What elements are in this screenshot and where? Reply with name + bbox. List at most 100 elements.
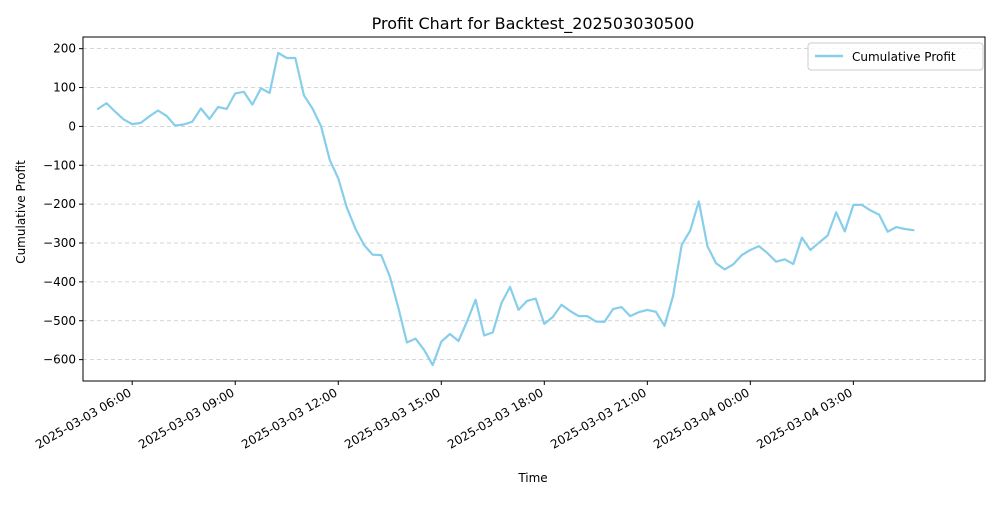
data-point [595,320,597,322]
data-point [758,245,760,247]
data-point [741,254,743,256]
data-point [97,108,99,110]
data-point [672,295,674,297]
data-point [775,260,777,262]
data-point [586,315,588,317]
data-point [414,337,416,339]
data-point [251,103,253,105]
data-point [620,306,622,308]
data-point [114,110,116,112]
data-point [431,364,433,366]
data-point [535,297,537,299]
data-point [577,315,579,317]
y-tick-label: −100 [43,158,76,172]
data-point [371,253,373,255]
data-point [878,213,880,215]
legend-entry-cumulative-profit: Cumulative Profit [852,50,956,64]
data-point [655,311,657,313]
y-tick-label: 200 [53,42,76,56]
data-point [723,268,725,270]
data-point [835,211,837,213]
data-point [895,226,897,228]
data-point [183,123,185,125]
y-axis-label: Cumulative Profit [14,160,28,264]
data-point [792,263,794,265]
data-point [698,200,700,202]
data-point [165,115,167,117]
data-point [346,206,348,208]
data-point [311,107,313,109]
data-point [131,123,133,125]
legend: Cumulative Profit [807,42,984,71]
data-point [483,334,485,336]
data-point [689,229,691,231]
data-point [191,121,193,123]
data-point [852,204,854,206]
y-tick-label: −200 [43,197,76,211]
data-point [449,333,451,335]
y-tick-label: 100 [53,81,76,95]
data-point [869,209,871,211]
data-point [603,321,605,323]
data-point [887,231,889,233]
data-point [844,230,846,232]
data-point [440,341,442,343]
data-point [174,124,176,126]
data-point [294,57,296,59]
data-point [826,234,828,236]
data-point [552,316,554,318]
data-point [560,304,562,306]
data-point [646,309,648,311]
data-point [389,275,391,277]
chart-title: Profit Chart for Backtest_202503030500 [372,14,695,34]
data-point [225,108,227,110]
y-tick-label: −600 [43,353,76,367]
data-point [363,244,365,246]
data-point [766,252,768,254]
data-point [517,309,519,311]
data-point [474,299,476,301]
data-point [801,236,803,238]
data-point [397,307,399,309]
data-point [715,262,717,264]
data-point [783,258,785,260]
legend-frame [807,42,984,71]
data-point [500,302,502,304]
data-point [732,263,734,265]
data-point [157,109,159,111]
data-point [217,106,219,108]
y-tick-label: −300 [43,236,76,250]
data-point [320,125,322,127]
cumulative-profit-line [96,51,915,367]
data-point [234,92,236,94]
data-point [122,118,124,120]
data-point [466,320,468,322]
data-point [569,310,571,312]
y-tick-label: −500 [43,314,76,328]
data-point [260,87,262,89]
data-point [268,92,270,94]
data-point [526,300,528,302]
data-point [380,254,382,256]
data-point [818,241,820,243]
data-point [680,244,682,246]
data-point [809,249,811,251]
data-point [354,227,356,229]
data-point [509,286,511,288]
data-point [904,228,906,230]
data-point [638,311,640,313]
data-point [286,57,288,59]
data-point [492,331,494,333]
data-point [861,204,863,206]
data-point [749,249,751,251]
data-point [629,315,631,317]
axes-frame [82,36,986,382]
data-point [706,245,708,247]
data-point [328,159,330,161]
data-point [303,94,305,96]
data-point [612,308,614,310]
data-point [663,325,665,327]
